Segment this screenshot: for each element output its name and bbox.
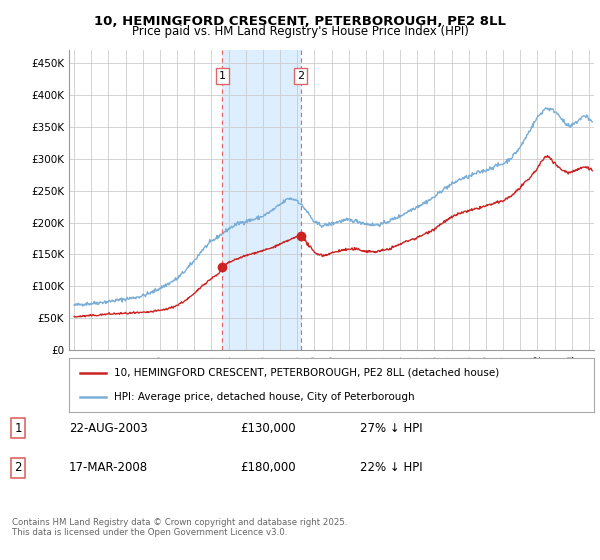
- Text: Price paid vs. HM Land Registry's House Price Index (HPI): Price paid vs. HM Land Registry's House …: [131, 25, 469, 38]
- Text: 1: 1: [14, 422, 22, 435]
- Bar: [223, 50, 301, 350]
- Text: 10, HEMINGFORD CRESCENT, PETERBOROUGH, PE2 8LL (detached house): 10, HEMINGFORD CRESCENT, PETERBOROUGH, P…: [113, 368, 499, 378]
- Text: 17-MAR-2008: 17-MAR-2008: [69, 461, 148, 474]
- Text: HPI: Average price, detached house, City of Peterborough: HPI: Average price, detached house, City…: [113, 392, 414, 402]
- Text: 22% ↓ HPI: 22% ↓ HPI: [360, 461, 422, 474]
- Text: £180,000: £180,000: [240, 461, 296, 474]
- Text: 10, HEMINGFORD CRESCENT, PETERBOROUGH, PE2 8LL: 10, HEMINGFORD CRESCENT, PETERBOROUGH, P…: [94, 15, 506, 27]
- Text: 22-AUG-2003: 22-AUG-2003: [69, 422, 148, 435]
- Text: Contains HM Land Registry data © Crown copyright and database right 2025.
This d: Contains HM Land Registry data © Crown c…: [12, 518, 347, 538]
- Text: 1: 1: [219, 71, 226, 81]
- Text: 27% ↓ HPI: 27% ↓ HPI: [360, 422, 422, 435]
- Text: 2: 2: [297, 71, 304, 81]
- Text: £130,000: £130,000: [240, 422, 296, 435]
- Text: 2: 2: [14, 461, 22, 474]
